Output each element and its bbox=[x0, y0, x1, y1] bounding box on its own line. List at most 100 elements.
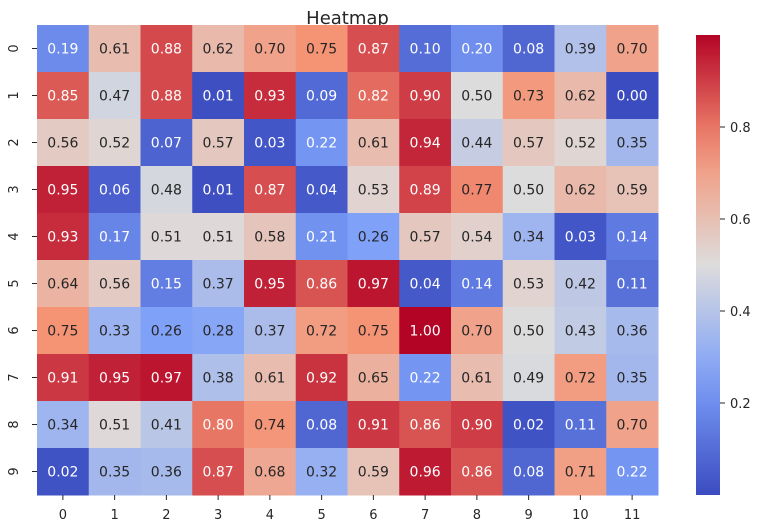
heatmap-cell bbox=[88, 307, 141, 355]
y-tick-label: 8 bbox=[7, 420, 22, 428]
cell-value-label: 0.70 bbox=[461, 324, 492, 340]
cell-value-label: 0.88 bbox=[151, 89, 182, 105]
cell-value-label: 0.87 bbox=[203, 465, 234, 481]
heatmap-cell bbox=[554, 72, 607, 120]
y-tick-label: 5 bbox=[7, 279, 22, 287]
cell-value-label: 0.03 bbox=[565, 230, 596, 246]
heatmap-cell bbox=[295, 166, 348, 214]
cell-value-label: 0.59 bbox=[358, 465, 389, 481]
cell-value-label: 0.02 bbox=[47, 465, 78, 481]
heatmap-cell bbox=[88, 166, 141, 214]
cell-value-label: 0.26 bbox=[151, 324, 182, 340]
cell-value-label: 0.50 bbox=[461, 89, 492, 105]
heatmap-cell bbox=[37, 213, 90, 261]
x-tick-label: 1 bbox=[110, 508, 118, 523]
cell-value-label: 0.11 bbox=[565, 418, 596, 434]
cell-value-label: 0.93 bbox=[254, 89, 285, 105]
cell-value-label: 0.48 bbox=[151, 183, 182, 199]
cell-value-label: 0.91 bbox=[47, 371, 78, 387]
cell-value-label: 0.82 bbox=[358, 89, 389, 105]
cell-value-label: 0.21 bbox=[306, 230, 337, 246]
heatmap-cell bbox=[606, 401, 659, 449]
cell-value-label: 0.15 bbox=[151, 277, 182, 293]
heatmap-cell bbox=[606, 25, 659, 73]
y-tick-label: 9 bbox=[7, 467, 22, 475]
heatmap-cell bbox=[606, 354, 659, 402]
x-axis-ticks: 0 1 2 3 4 5 6 7 8 9 10 11 bbox=[59, 495, 641, 523]
cell-value-label: 0.43 bbox=[565, 324, 596, 340]
cell-value-label: 0.86 bbox=[410, 418, 441, 434]
heatmap-cell bbox=[140, 25, 193, 73]
heatmap-cell bbox=[295, 401, 348, 449]
cell-value-label: 0.53 bbox=[513, 277, 544, 293]
heatmap-cell bbox=[192, 448, 245, 496]
cell-value-label: 0.22 bbox=[617, 465, 648, 481]
cell-value-label: 0.57 bbox=[410, 230, 441, 246]
heatmap-cell bbox=[502, 213, 555, 261]
cell-value-label: 0.97 bbox=[358, 277, 389, 293]
heatmap-cell bbox=[244, 25, 297, 73]
heatmap-cell bbox=[192, 166, 245, 214]
cell-value-label: 0.93 bbox=[47, 230, 78, 246]
heatmap-cell bbox=[451, 166, 504, 214]
cell-value-label: 0.34 bbox=[513, 230, 544, 246]
x-tick-label: 6 bbox=[369, 508, 377, 523]
y-tick-label: 7 bbox=[7, 373, 22, 381]
cell-value-label: 0.68 bbox=[254, 465, 285, 481]
x-tick-label: 11 bbox=[624, 508, 641, 523]
cell-value-label: 0.72 bbox=[306, 324, 337, 340]
x-tick-label: 2 bbox=[162, 508, 170, 523]
heatmap-cell bbox=[554, 213, 607, 261]
heatmap-cell bbox=[451, 354, 504, 402]
heatmap-cell bbox=[140, 119, 193, 167]
heatmap-cell bbox=[140, 260, 193, 308]
cell-value-label: 0.90 bbox=[461, 418, 492, 434]
cell-value-label: 0.41 bbox=[151, 418, 182, 434]
cell-value-label: 0.35 bbox=[617, 136, 648, 152]
cell-value-label: 0.01 bbox=[203, 89, 234, 105]
y-tick-label: 6 bbox=[7, 326, 22, 334]
heatmap-cell bbox=[502, 307, 555, 355]
cell-value-label: 0.37 bbox=[203, 277, 234, 293]
cell-value-label: 0.61 bbox=[358, 136, 389, 152]
heatmap-cell bbox=[244, 260, 297, 308]
cell-value-label: 0.11 bbox=[617, 277, 648, 293]
cell-value-label: 0.22 bbox=[306, 136, 337, 152]
heatmap-cell bbox=[140, 166, 193, 214]
cell-value-label: 0.61 bbox=[99, 42, 130, 58]
heatmap-cell bbox=[451, 119, 504, 167]
x-tick-label: 0 bbox=[59, 508, 67, 523]
heatmap-cell bbox=[88, 72, 141, 120]
heatmap-cell bbox=[192, 401, 245, 449]
cell-value-label: 0.34 bbox=[47, 418, 78, 434]
x-tick-label: 4 bbox=[266, 508, 274, 523]
colorbar-tick-label: 0.8 bbox=[730, 121, 751, 136]
cell-value-label: 0.08 bbox=[306, 418, 337, 434]
heatmap-cell bbox=[140, 448, 193, 496]
cell-value-label: 0.03 bbox=[254, 136, 285, 152]
cell-value-label: 0.87 bbox=[254, 183, 285, 199]
heatmap-cell bbox=[244, 401, 297, 449]
x-tick-label: 10 bbox=[572, 508, 589, 523]
heatmap-cell bbox=[606, 72, 659, 120]
cell-value-label: 0.33 bbox=[99, 324, 130, 340]
heatmap-cell bbox=[192, 260, 245, 308]
cell-value-label: 0.58 bbox=[254, 230, 285, 246]
heatmap-cell bbox=[451, 25, 504, 73]
cell-value-label: 0.62 bbox=[565, 183, 596, 199]
heatmap-cell bbox=[502, 448, 555, 496]
cell-value-label: 0.51 bbox=[151, 230, 182, 246]
heatmap-cell bbox=[451, 448, 504, 496]
cell-value-label: 0.06 bbox=[99, 183, 130, 199]
cell-value-label: 0.57 bbox=[513, 136, 544, 152]
y-tick-label: 2 bbox=[7, 138, 22, 146]
heatmap-cell bbox=[502, 25, 555, 73]
heatmap-cell bbox=[451, 307, 504, 355]
cell-value-label: 0.72 bbox=[565, 371, 596, 387]
cell-value-label: 0.10 bbox=[410, 42, 441, 58]
heatmap-cell bbox=[347, 119, 400, 167]
cell-value-label: 0.35 bbox=[617, 371, 648, 387]
heatmap-cell bbox=[37, 401, 90, 449]
heatmap-cell bbox=[399, 448, 452, 496]
cell-value-label: 0.07 bbox=[151, 136, 182, 152]
